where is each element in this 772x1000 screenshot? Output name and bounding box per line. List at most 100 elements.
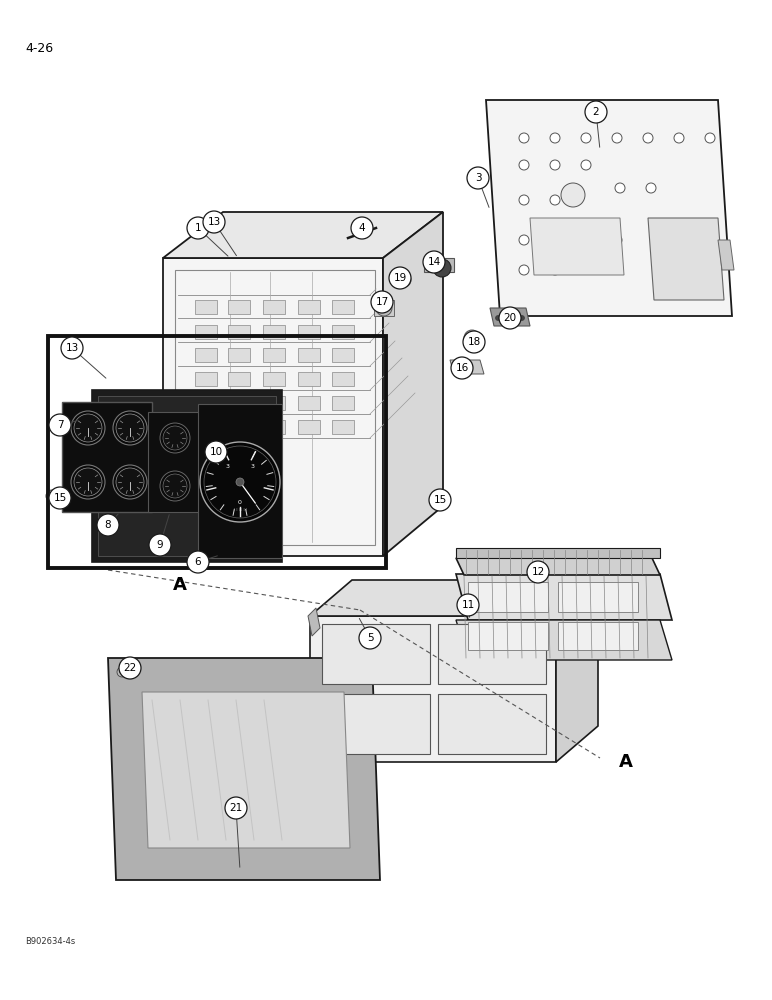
Text: 20: 20: [503, 313, 516, 323]
Circle shape: [550, 133, 560, 143]
Text: 11: 11: [462, 600, 475, 610]
Polygon shape: [228, 372, 250, 386]
Polygon shape: [438, 624, 546, 684]
Text: 3: 3: [251, 464, 255, 469]
Circle shape: [463, 331, 485, 353]
Polygon shape: [332, 300, 354, 314]
Circle shape: [113, 465, 147, 499]
Circle shape: [519, 133, 529, 143]
Circle shape: [467, 167, 489, 189]
Polygon shape: [468, 622, 548, 650]
Text: 18: 18: [467, 337, 481, 347]
Polygon shape: [263, 325, 285, 339]
Polygon shape: [310, 580, 598, 616]
Polygon shape: [298, 420, 320, 434]
Circle shape: [464, 330, 480, 346]
Polygon shape: [62, 402, 152, 512]
Polygon shape: [332, 372, 354, 386]
Circle shape: [46, 490, 58, 502]
Text: 2: 2: [593, 107, 599, 117]
Polygon shape: [456, 548, 660, 558]
Polygon shape: [195, 348, 217, 362]
Text: 16: 16: [455, 363, 469, 373]
Polygon shape: [195, 396, 217, 410]
Circle shape: [643, 133, 653, 143]
Text: 17: 17: [375, 297, 388, 307]
Circle shape: [581, 133, 591, 143]
Polygon shape: [490, 308, 530, 326]
Circle shape: [116, 414, 144, 442]
Circle shape: [149, 534, 171, 556]
Circle shape: [160, 423, 190, 453]
Polygon shape: [263, 300, 285, 314]
Circle shape: [71, 465, 105, 499]
Text: 3: 3: [225, 464, 229, 469]
Circle shape: [236, 478, 244, 486]
Text: 9: 9: [157, 540, 164, 550]
Circle shape: [200, 442, 280, 522]
Circle shape: [496, 316, 500, 320]
Polygon shape: [332, 420, 354, 434]
Text: 15: 15: [433, 495, 447, 505]
Circle shape: [119, 657, 141, 679]
Polygon shape: [195, 420, 217, 434]
Circle shape: [612, 133, 622, 143]
Polygon shape: [383, 212, 443, 556]
Text: I I I I I I: I I I I I I: [233, 508, 246, 512]
Text: 6: 6: [195, 557, 201, 567]
Circle shape: [187, 551, 209, 573]
Circle shape: [61, 337, 83, 359]
Polygon shape: [530, 218, 624, 275]
Polygon shape: [228, 420, 250, 434]
Circle shape: [160, 471, 190, 501]
Circle shape: [430, 492, 442, 504]
Polygon shape: [263, 372, 285, 386]
Circle shape: [116, 468, 144, 496]
Circle shape: [97, 514, 119, 536]
Polygon shape: [263, 348, 285, 362]
Circle shape: [519, 160, 529, 170]
Circle shape: [225, 797, 247, 819]
Polygon shape: [450, 360, 484, 374]
Circle shape: [512, 316, 516, 320]
Circle shape: [585, 101, 607, 123]
Polygon shape: [456, 620, 672, 660]
Polygon shape: [558, 622, 638, 650]
Polygon shape: [332, 348, 354, 362]
Polygon shape: [374, 300, 394, 316]
Polygon shape: [468, 582, 548, 612]
Circle shape: [527, 561, 549, 583]
Polygon shape: [163, 258, 383, 556]
Polygon shape: [322, 624, 430, 684]
Polygon shape: [163, 212, 443, 258]
Polygon shape: [195, 325, 217, 339]
Polygon shape: [456, 574, 672, 620]
Polygon shape: [456, 558, 660, 575]
Circle shape: [359, 627, 381, 649]
Text: 5: 5: [367, 633, 374, 643]
Text: 12: 12: [531, 567, 544, 577]
Text: 0: 0: [238, 499, 242, 504]
Circle shape: [49, 414, 71, 436]
Circle shape: [499, 307, 521, 329]
Text: 3: 3: [475, 173, 481, 183]
Text: 10: 10: [209, 447, 222, 457]
Circle shape: [550, 160, 560, 170]
Polygon shape: [310, 616, 556, 762]
Polygon shape: [92, 390, 282, 562]
Circle shape: [204, 446, 276, 518]
Circle shape: [49, 487, 71, 509]
Text: 21: 21: [229, 803, 242, 813]
Circle shape: [163, 474, 187, 498]
Circle shape: [519, 265, 529, 275]
Circle shape: [457, 594, 479, 616]
Polygon shape: [195, 372, 217, 386]
Circle shape: [674, 133, 684, 143]
Circle shape: [187, 217, 209, 239]
Circle shape: [203, 211, 225, 233]
Text: A: A: [619, 753, 633, 771]
Circle shape: [550, 265, 560, 275]
Circle shape: [561, 183, 585, 207]
Circle shape: [581, 235, 591, 245]
Polygon shape: [718, 240, 734, 270]
